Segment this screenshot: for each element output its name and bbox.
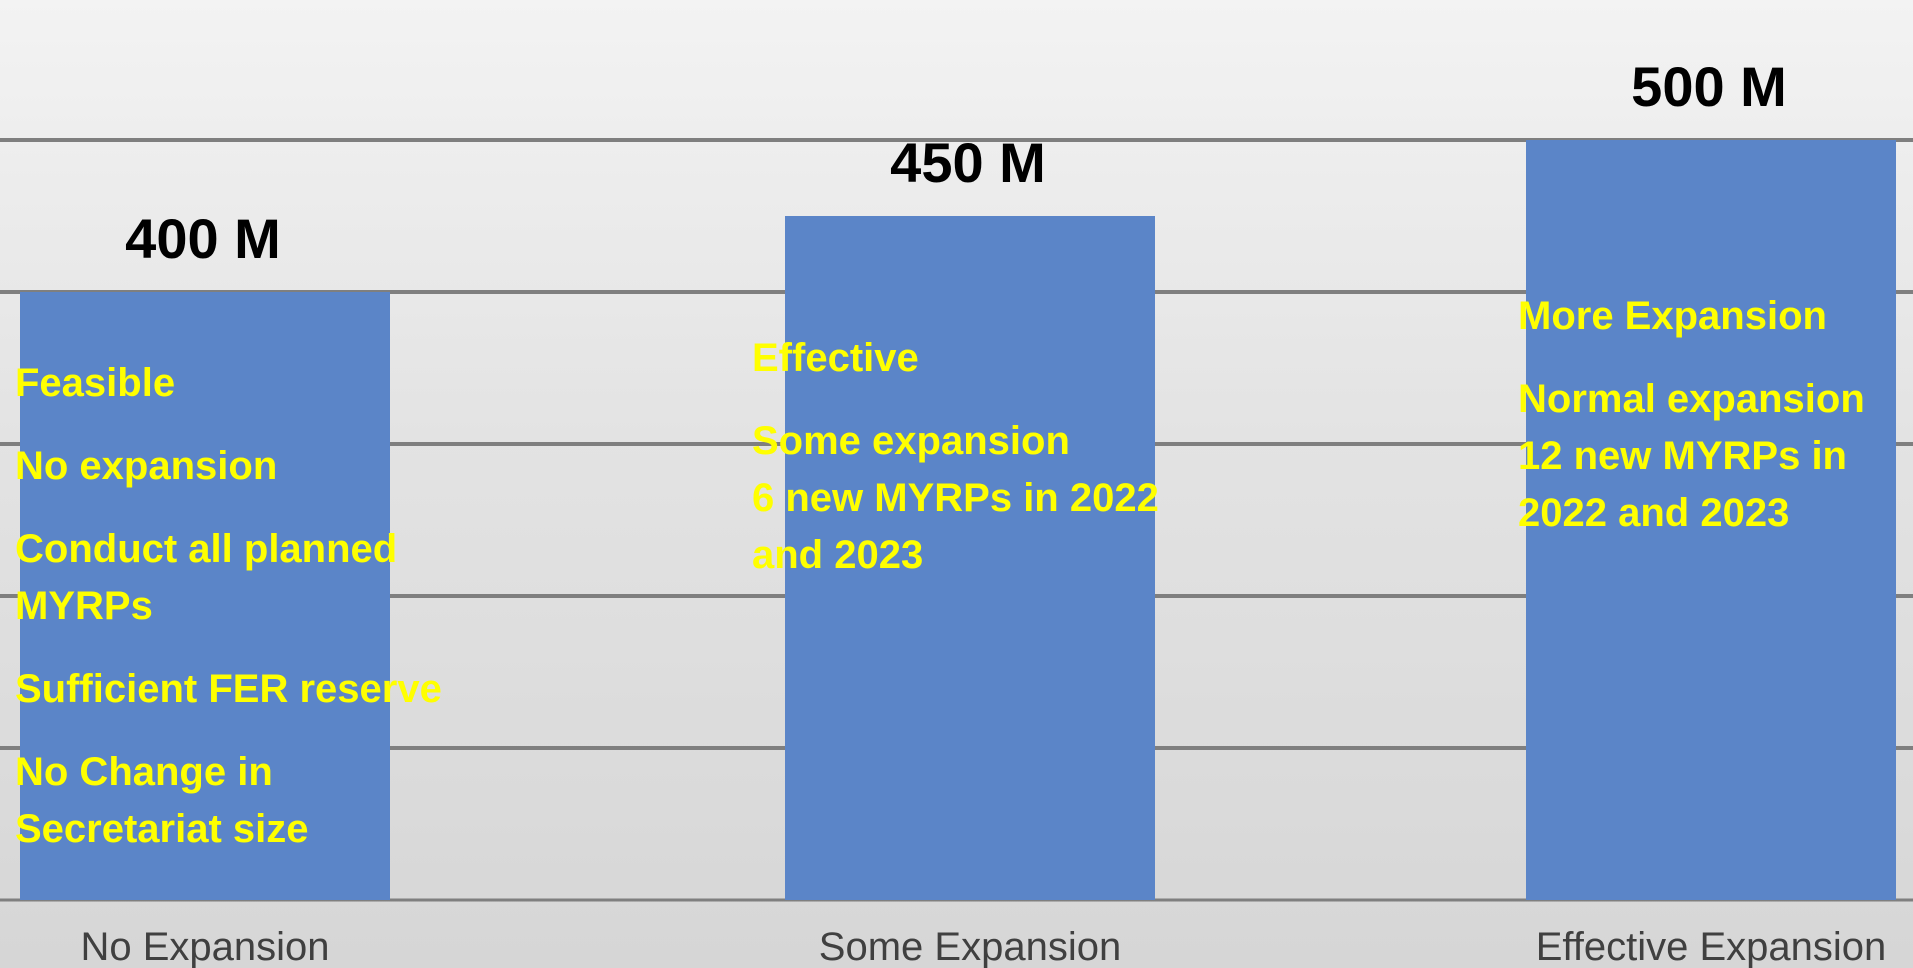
annotation-line: and 2023 xyxy=(752,533,924,577)
annotation-line: Normal expansion xyxy=(1518,377,1865,421)
category-label: Some Expansion xyxy=(819,925,1121,968)
annotation-line: Sufficient FER reserve xyxy=(15,667,442,711)
annotation-spacer xyxy=(15,495,442,521)
annotation-line: More Expansion xyxy=(1518,294,1827,338)
annotation-line: Conduct all planned xyxy=(15,527,398,571)
annotation-some-expansion: Effective Some expansion 6 new MYRPs in 20… xyxy=(752,330,1159,584)
annotation-line: No Change in xyxy=(15,750,273,794)
annotation-line: 12 new MYRPs in xyxy=(1518,434,1847,478)
annotation-spacer xyxy=(15,412,442,438)
annotation-line: Secretariat size xyxy=(15,807,309,851)
bar xyxy=(20,292,390,900)
annotation-spacer xyxy=(752,387,1159,413)
annotation-line: Effective xyxy=(752,336,919,380)
annotation-line: No expansion xyxy=(15,444,278,488)
annotation-effective-expansion: More Expansion Normal expansion 12 new MYR… xyxy=(1518,288,1865,542)
category-label: Effective Expansion xyxy=(1536,925,1887,968)
data-label: 450 M xyxy=(890,131,1046,194)
category-label: No Expansion xyxy=(80,925,329,968)
annotation-line: 2022 and 2023 xyxy=(1518,491,1790,535)
annotation-line: Some expansion xyxy=(752,419,1070,463)
annotation-line: Feasible xyxy=(15,361,176,405)
annotation-spacer xyxy=(1518,345,1865,371)
annotation-line: MYRPs xyxy=(15,584,153,628)
annotation-spacer xyxy=(15,635,442,661)
data-label: 400 M xyxy=(125,207,281,270)
annotation-spacer xyxy=(15,718,442,744)
bar xyxy=(785,216,1155,900)
data-label: 500 M xyxy=(1631,55,1787,118)
annotation-line: 6 new MYRPs in 2022 xyxy=(752,476,1159,520)
bar xyxy=(1526,140,1896,900)
annotation-no-expansion: Feasible No expansion Conduct all planned M… xyxy=(15,355,442,858)
